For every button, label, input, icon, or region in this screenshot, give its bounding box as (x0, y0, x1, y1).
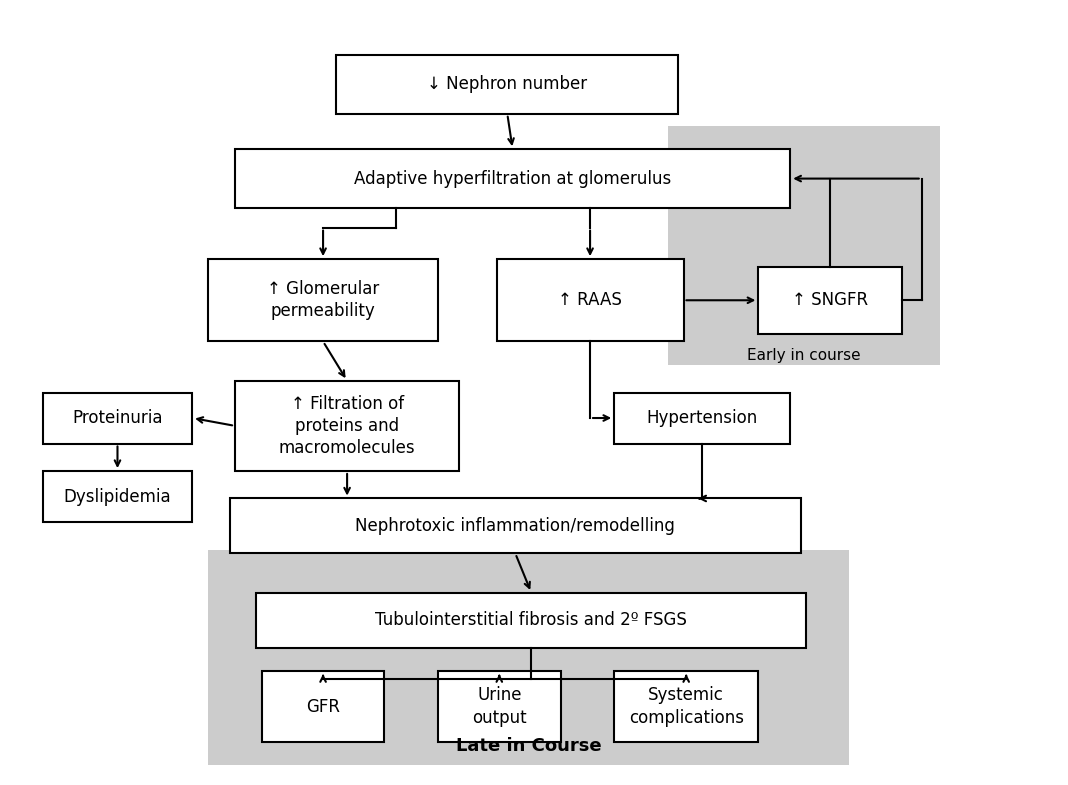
Bar (668, 126, 940, 365)
FancyBboxPatch shape (43, 392, 192, 444)
Text: Dyslipidemia: Dyslipidemia (64, 487, 171, 506)
FancyBboxPatch shape (230, 498, 801, 553)
Text: ↑ Filtration of
proteins and
macromolecules: ↑ Filtration of proteins and macromolecu… (279, 395, 415, 457)
Text: GFR: GFR (307, 698, 340, 715)
Text: Adaptive hyperfiltration at glomerulus: Adaptive hyperfiltration at glomerulus (354, 170, 672, 188)
Text: ↑ RAAS: ↑ RAAS (559, 291, 622, 309)
FancyBboxPatch shape (262, 671, 384, 742)
Text: Systemic
complications: Systemic complications (629, 686, 743, 727)
FancyBboxPatch shape (256, 593, 806, 648)
FancyBboxPatch shape (43, 471, 192, 522)
FancyBboxPatch shape (614, 671, 758, 742)
FancyBboxPatch shape (336, 55, 678, 114)
Text: ↑ Glomerular
permeability: ↑ Glomerular permeability (267, 280, 379, 320)
Text: Proteinuria: Proteinuria (73, 409, 162, 427)
Text: Hypertension: Hypertension (646, 409, 758, 427)
FancyBboxPatch shape (438, 671, 561, 742)
Text: ↓ Nephron number: ↓ Nephron number (427, 75, 587, 93)
Text: Urine
output: Urine output (472, 686, 527, 727)
Text: Nephrotoxic inflammation/remodelling: Nephrotoxic inflammation/remodelling (356, 517, 675, 535)
Bar (208, 550, 849, 765)
FancyBboxPatch shape (208, 259, 438, 341)
FancyBboxPatch shape (614, 392, 790, 444)
Text: ↑ SNGFR: ↑ SNGFR (792, 291, 868, 309)
Text: Early in course: Early in course (747, 348, 861, 363)
Text: Tubulointerstitial fibrosis and 2º FSGS: Tubulointerstitial fibrosis and 2º FSGS (375, 612, 688, 629)
Text: Late in Course: Late in Course (456, 737, 601, 755)
FancyBboxPatch shape (235, 149, 790, 208)
FancyBboxPatch shape (235, 381, 459, 471)
FancyBboxPatch shape (758, 267, 902, 334)
FancyBboxPatch shape (497, 259, 684, 341)
